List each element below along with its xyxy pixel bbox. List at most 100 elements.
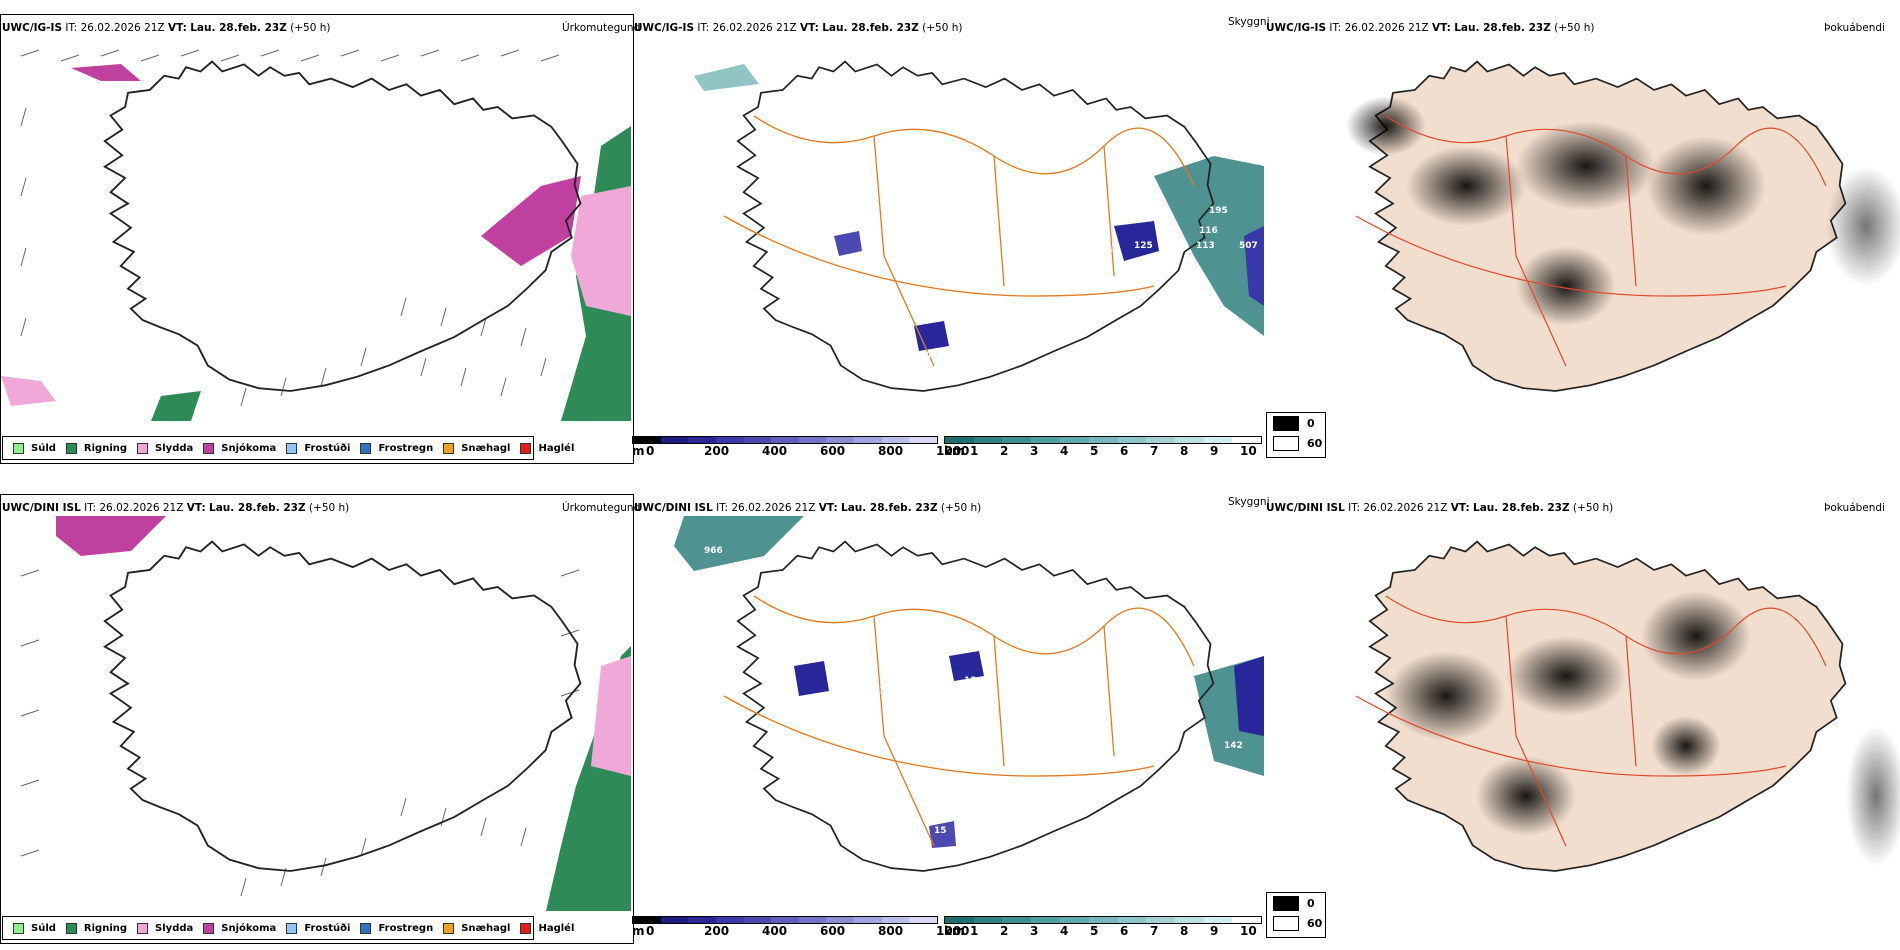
- fog-key: 0 60: [1266, 412, 1326, 458]
- precip-type-legend: Súld Rigning Slydda Snjókoma Frostúði Fr…: [2, 436, 574, 460]
- road-network: [1355, 595, 1827, 847]
- low-cloudbase-area: [1244, 226, 1264, 306]
- colorbar-swatch: [1203, 917, 1233, 923]
- colorbar-swatch: [854, 437, 882, 443]
- colorbar-swatch: [743, 917, 772, 923]
- fog-key-row: 60: [1273, 433, 1325, 453]
- fog-blobs: [1386, 591, 1900, 866]
- station-label: 150: [1084, 276, 1103, 286]
- road-network: [723, 115, 1195, 367]
- colorbar-swatch: [1059, 917, 1089, 923]
- legend-swatch: [203, 442, 215, 454]
- legend-swatch: [360, 922, 372, 934]
- station-label: 116: [1199, 226, 1218, 236]
- colorbar-tick: 1: [970, 924, 979, 938]
- colorbar-tick: 10: [1240, 444, 1257, 458]
- low-cloudbase-area: [794, 661, 829, 696]
- colorbar-swatch: [1174, 917, 1204, 923]
- colorbar-swatch: [854, 917, 882, 923]
- colorbar-swatch: [688, 917, 716, 923]
- cloudbase-unit: m: [632, 924, 645, 938]
- rain-area-s: [151, 391, 201, 421]
- visibility-colorbar-ticks: km 1 2 3 4 5 6 7 8 9 10: [944, 444, 1262, 458]
- station-label: 507: [1239, 241, 1258, 251]
- legend-item: Snæhagl: [443, 922, 510, 934]
- fog-title: Þokuábendi: [1824, 22, 1885, 34]
- legend-item: Rigning: [65, 442, 127, 454]
- colorbar-swatch: [688, 437, 716, 443]
- colorbar-tick: 9: [1210, 924, 1219, 938]
- fog-key-row: 0: [1273, 413, 1325, 433]
- colorbar-tick: 4: [1060, 444, 1069, 458]
- colorbar-swatch: [1059, 437, 1089, 443]
- colorbar-tick: 7: [1150, 924, 1159, 938]
- colorbar-tick: 3: [1030, 444, 1039, 458]
- colorbar-swatch: [715, 917, 744, 923]
- sleet-area: [591, 656, 631, 776]
- colorbar-tick: 1000: [936, 444, 970, 458]
- road-network: [1355, 115, 1827, 367]
- low-cloudbase-area: [929, 821, 956, 848]
- colorbar-swatch: [633, 437, 661, 443]
- colorbar-tick: 8: [1180, 924, 1189, 938]
- colorbar-tick: 10: [1240, 924, 1257, 938]
- legend-item: Haglél: [520, 442, 574, 454]
- fog-key-swatch: [1273, 435, 1299, 451]
- wind-barbs: [20, 49, 560, 407]
- colorbar-swatch: [660, 437, 689, 443]
- legend-item: Snjókoma: [203, 442, 276, 454]
- legend-item: Frostúði: [286, 922, 350, 934]
- cloudbase-unit: m: [632, 444, 645, 458]
- colorbar-tick: 200: [704, 444, 730, 458]
- colorbar-swatch: [798, 437, 827, 443]
- colorbar-tick: 6: [1120, 924, 1129, 938]
- legend-swatch: [203, 922, 215, 934]
- colorbar-tick: 6: [1120, 444, 1129, 458]
- colorbar-swatch: [1088, 917, 1118, 923]
- fog-title: Þokuábendi: [1824, 502, 1885, 514]
- legend-swatch: [520, 442, 532, 454]
- cloudbase-colorbar-swatches: [632, 436, 938, 444]
- low-visibility-area-nw: [674, 516, 804, 571]
- colorbar-swatch: [1174, 437, 1204, 443]
- colorbar-swatch: [826, 437, 855, 443]
- station-label: 122: [919, 211, 938, 221]
- precip-panel-row2: [0, 494, 634, 944]
- fog-indicator-map: [1355, 540, 1900, 872]
- colorbar-tick: 8: [1180, 444, 1189, 458]
- colorbar-tick: 5: [1090, 444, 1099, 458]
- colorbar-tick: 0: [646, 444, 655, 458]
- station-labels: 966 143 13 15 142: [634, 516, 1264, 911]
- legend-swatch: [443, 442, 455, 454]
- colorbar-swatch: [1117, 917, 1147, 923]
- colorbar-tick: 4: [1060, 924, 1069, 938]
- cloudbase-colorbar: m 0 200 400 600 800 1000: [632, 916, 969, 938]
- colorbar-swatch: [1146, 437, 1175, 443]
- cloudbase-visibility-map: [674, 516, 1264, 872]
- colorbar-swatch: [973, 917, 1003, 923]
- precip-type-map: [20, 516, 631, 911]
- colorbar-swatch: [1117, 437, 1147, 443]
- legend-swatch: [443, 922, 455, 934]
- fog-key-swatch: [1273, 895, 1299, 911]
- colorbar-tick: 3: [1030, 924, 1039, 938]
- station-label: 195: [1209, 206, 1228, 216]
- precip-type-map: [1, 49, 631, 421]
- road-network: [723, 595, 1195, 847]
- station-label: 15: [934, 826, 947, 836]
- colorbar-tick: 5: [1090, 924, 1099, 938]
- colorbar-tick: 2: [1000, 924, 1009, 938]
- colorbar-tick: 600: [820, 924, 846, 938]
- colorbar-swatch: [1031, 917, 1060, 923]
- legend-item: Snæhagl: [443, 442, 510, 454]
- precip-type-title: Úrkomutegund: [562, 502, 641, 514]
- colorbar-tick: 0: [646, 924, 655, 938]
- colorbar-tick: 7: [1150, 444, 1159, 458]
- colorbar-swatch: [945, 917, 974, 923]
- legend-swatch: [520, 922, 532, 934]
- station-label: 125: [1134, 241, 1153, 251]
- colorbar-swatch: [881, 437, 910, 443]
- panel-header: UWC/IG-IS IT: 26.02.2026 21Z VT: Lau. 28…: [1266, 22, 1595, 34]
- legend-item: Frostregn: [360, 922, 433, 934]
- colorbar-swatch: [1088, 437, 1118, 443]
